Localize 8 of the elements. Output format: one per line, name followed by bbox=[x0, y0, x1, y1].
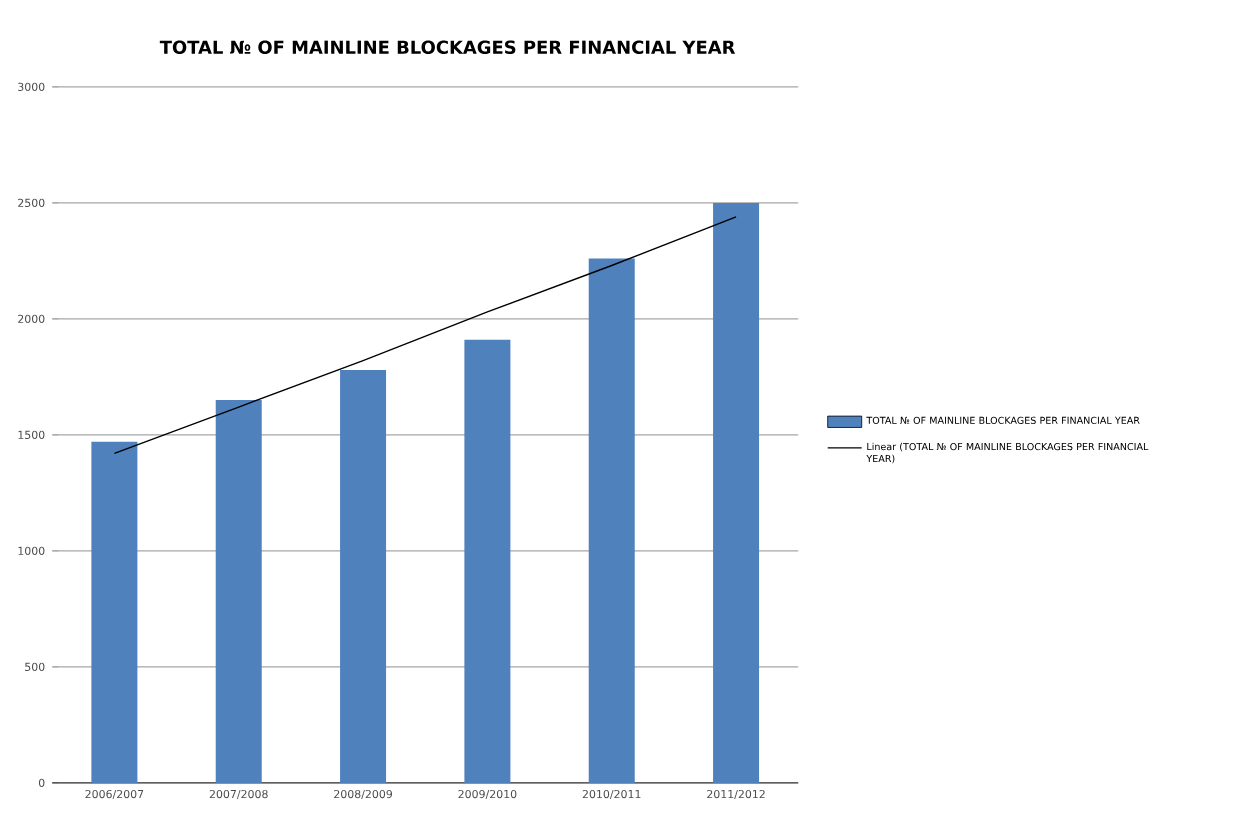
bar bbox=[464, 339, 511, 783]
bar bbox=[91, 441, 138, 783]
bar bbox=[713, 202, 760, 783]
bar bbox=[340, 369, 387, 783]
bar bbox=[588, 258, 635, 783]
bar bbox=[215, 400, 262, 783]
line-series bbox=[113, 216, 737, 455]
chart-title: TOTAL № OF MAINLINE BLOCKAGES PER FINANCIAL YEAR bbox=[159, 40, 736, 54]
